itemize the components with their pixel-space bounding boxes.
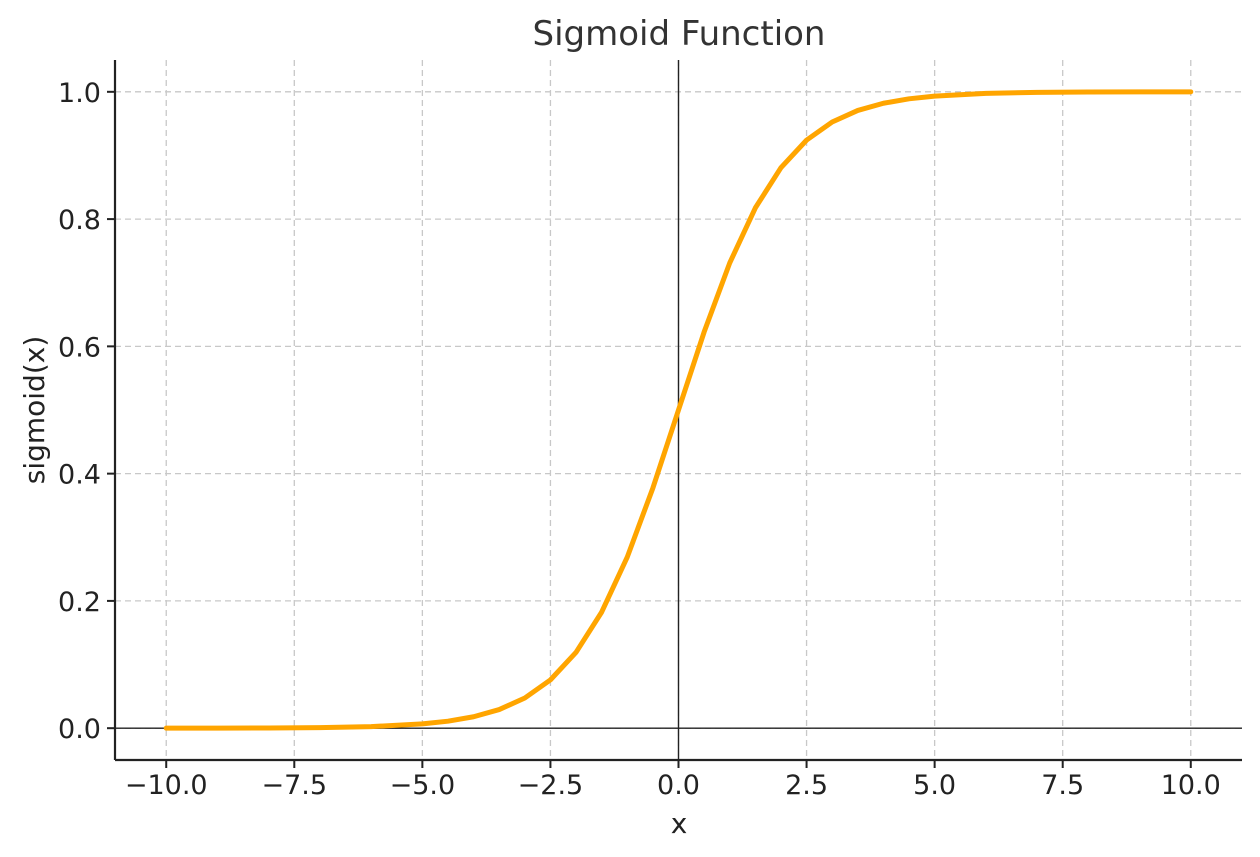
x-tick-label: −10.0 (125, 770, 208, 801)
x-tick-label: 5.0 (913, 770, 956, 801)
y-tick-label: 0.0 (58, 714, 101, 745)
x-tick-label: 0.0 (657, 770, 700, 801)
x-tick-label: −7.5 (262, 770, 328, 801)
y-tick-label: 1.0 (58, 78, 101, 109)
tick-layer: −10.0 −7.5 −5.0 −2.5 0.0 2.5 5.0 7.5 10.0 0.0 0.2 0… (58, 78, 1221, 801)
y-tick-label: 0.6 (58, 332, 101, 363)
x-tick-label: −5.0 (390, 770, 456, 801)
series-layer (163, 89, 1194, 731)
sigmoid-curve (163, 89, 1194, 731)
x-tick-label: 7.5 (1041, 770, 1084, 801)
y-tick-label: 0.8 (58, 205, 101, 236)
y-axis-label: sigmoid(x) (18, 336, 51, 485)
x-tick-label: 2.5 (785, 770, 828, 801)
y-tick-label: 0.4 (58, 460, 101, 491)
y-tick-label: 0.2 (58, 587, 101, 618)
x-axis-label: x (671, 807, 688, 840)
x-tick-label: −2.5 (518, 770, 584, 801)
chart-title: Sigmoid Function (533, 14, 826, 54)
x-tick-label: 10.0 (1161, 770, 1221, 801)
